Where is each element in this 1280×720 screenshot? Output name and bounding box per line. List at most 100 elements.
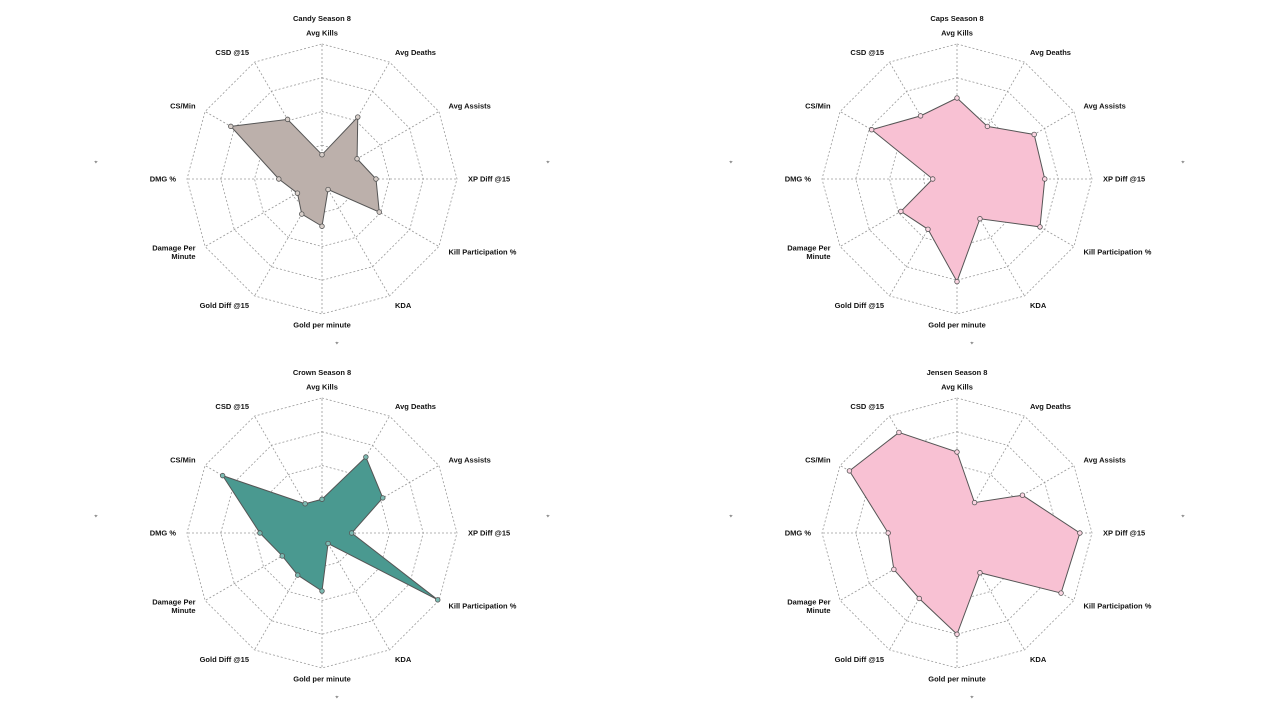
axis-label: Avg Assists xyxy=(1083,102,1125,111)
axis-label: CSD @15 xyxy=(215,402,249,411)
axis-label-line: Gold per minute xyxy=(928,321,986,330)
data-point-avg-kills xyxy=(319,496,325,502)
axis-label-line: Avg Assists xyxy=(1083,102,1125,111)
axis-label-line: Minute xyxy=(171,606,195,615)
axis-label-line: Avg Kills xyxy=(941,29,973,38)
axis-label-line: XP Diff @15 xyxy=(1103,175,1145,184)
axis-label-line: CS/Min xyxy=(170,456,196,465)
pin-icon: ⌖ xyxy=(970,341,974,347)
radar-panel-crown-season-8: Crown Season 8 Avg Kills Avg Deaths Avg Ass… xyxy=(94,368,550,701)
axis-label-line: Gold Diff @15 xyxy=(200,655,249,664)
axis-label: XP Diff @15 xyxy=(1103,529,1145,538)
grid-spoke xyxy=(254,532,323,651)
data-point-avg-deaths xyxy=(363,454,369,460)
axis-label-line: Avg Assists xyxy=(448,456,490,465)
pin-icon: ⌖ xyxy=(1181,160,1185,166)
axis-label-line: Avg Deaths xyxy=(395,48,436,57)
axis-label: CSD @15 xyxy=(215,48,249,57)
data-point-damage-per-minute xyxy=(279,553,285,559)
pin-icon: ⌖ xyxy=(546,160,550,166)
axis-label-line: KDA xyxy=(1030,301,1047,310)
data-point-dmg xyxy=(276,176,282,182)
data-point-xp-diff-15 xyxy=(373,176,379,182)
grid-spoke xyxy=(321,111,440,180)
axis-label: CSD @15 xyxy=(850,48,884,57)
grid-spoke xyxy=(254,178,323,297)
axis-label-line: CS/Min xyxy=(805,102,831,111)
pin-icon: ⌖ xyxy=(546,514,550,520)
axis-label-line: Damage Per xyxy=(787,243,830,252)
grid-spoke xyxy=(254,415,323,534)
axis-label-line: CS/Min xyxy=(805,456,831,465)
axis-label-line: Damage Per xyxy=(152,597,195,606)
grid-spoke xyxy=(956,111,1075,180)
axis-label-line: Gold Diff @15 xyxy=(200,301,249,310)
axis-label-line: Kill Participation % xyxy=(1083,248,1151,257)
grid-spoke xyxy=(839,532,958,601)
axis-label-line: XP Diff @15 xyxy=(1103,529,1145,538)
axis-label: DMG % xyxy=(150,175,177,184)
data-point-csd-15 xyxy=(917,113,924,119)
axis-label-line: Minute xyxy=(171,252,195,261)
data-point-avg-assists xyxy=(380,495,386,501)
data-point-damage-per-minute xyxy=(898,208,904,215)
axis-label: KDA xyxy=(1030,301,1047,310)
pin-icon: ⌖ xyxy=(1181,514,1185,520)
axis-label-line: DMG % xyxy=(785,529,812,538)
axis-label-line: Avg Assists xyxy=(448,102,490,111)
axis-label-line: Avg Assists xyxy=(1083,456,1125,465)
axis-label: DMG % xyxy=(785,529,812,538)
axis-label-line: Minute xyxy=(806,606,830,615)
data-point-gold-diff-15 xyxy=(299,211,305,217)
axis-label-line: Gold per minute xyxy=(293,675,351,684)
axis-label-line: Gold per minute xyxy=(293,321,351,330)
axis-label: Damage Per Minute xyxy=(152,597,195,615)
data-point-xp-diff-15 xyxy=(1042,176,1048,182)
radar-panel-caps-season-8: Caps Season 8 Avg Kills Avg Deaths Avg Assi… xyxy=(729,14,1185,347)
axis-label-line: Avg Kills xyxy=(941,383,973,392)
pin-icon: ⌖ xyxy=(729,514,733,520)
axis-label: Gold per minute xyxy=(293,321,351,330)
axis-label: Gold Diff @15 xyxy=(835,301,884,310)
data-series-area xyxy=(870,97,1046,283)
grid-spoke xyxy=(321,465,440,534)
axis-label: Avg Deaths xyxy=(1030,402,1071,411)
grid-spoke xyxy=(204,532,323,601)
axis-label: CS/Min xyxy=(805,456,831,465)
axis-label-line: Kill Participation % xyxy=(448,248,516,257)
axis-label: Kill Participation % xyxy=(448,602,516,611)
axis-label: CS/Min xyxy=(170,102,196,111)
grid-spoke xyxy=(204,111,323,180)
grid-spoke xyxy=(956,415,1025,534)
chart-title: Candy Season 8 xyxy=(293,14,351,23)
axis-label: XP Diff @15 xyxy=(1103,175,1145,184)
axis-label-line: KDA xyxy=(395,301,412,310)
data-point-xp-diff-15 xyxy=(1077,530,1083,536)
axis-label-line: XP Diff @15 xyxy=(468,175,510,184)
grid-spoke xyxy=(956,532,1025,651)
grid-spoke xyxy=(956,465,1075,534)
axis-label: DMG % xyxy=(150,529,177,538)
axis-label-line: KDA xyxy=(1030,655,1047,664)
axis-label-line: DMG % xyxy=(150,529,177,538)
axis-label: DMG % xyxy=(785,175,812,184)
axis-label: Gold Diff @15 xyxy=(200,655,249,664)
axis-label: Damage Per Minute xyxy=(787,243,830,261)
pin-icon: ⌖ xyxy=(94,514,98,520)
data-point-dmg xyxy=(257,530,263,536)
data-point-dmg xyxy=(930,176,936,182)
data-point-gold-diff-15 xyxy=(295,572,301,578)
axis-label-line: CSD @15 xyxy=(215,48,249,57)
data-point-csd-15 xyxy=(302,501,308,507)
grid-spoke xyxy=(839,178,958,247)
grid-spoke xyxy=(956,178,1025,297)
data-point-cs-min xyxy=(228,123,234,130)
pin-icon: ⌖ xyxy=(970,695,974,701)
radar-panel-jensen-season-8: Jensen Season 8 Avg Kills Avg Deaths Avg As… xyxy=(729,368,1185,701)
axis-label-line: CS/Min xyxy=(170,102,196,111)
data-point-gold-diff-15 xyxy=(925,226,931,232)
data-point-avg-deaths xyxy=(984,123,991,130)
axis-label: Damage Per Minute xyxy=(787,597,830,615)
data-point-kill-participation xyxy=(435,597,441,603)
